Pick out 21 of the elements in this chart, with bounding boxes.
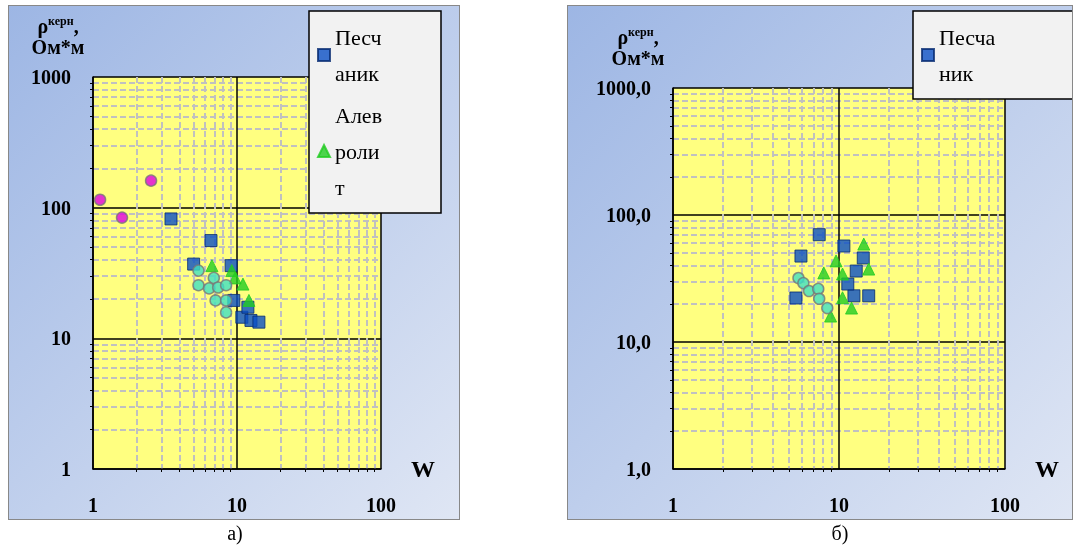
legend-label: Алевролит — [335, 102, 383, 200]
x-tick-label: 100 — [366, 494, 396, 516]
x-tick-label: 1 — [668, 494, 678, 516]
y-tick-label: 1000,0 — [596, 77, 651, 99]
y-tick-label: 10,0 — [616, 331, 651, 353]
x-tick-label: 1 — [88, 494, 98, 516]
y-tick-label: 1000 — [31, 66, 71, 88]
x-axis-title: W — [1035, 456, 1059, 482]
legend-label: Песчаник — [335, 24, 382, 86]
text: а) — [226, 522, 244, 545]
y-tick-label: 100 — [41, 196, 71, 219]
y-tick-label: 100,0 — [606, 204, 651, 226]
x-axis-title: W — [411, 456, 435, 482]
x-tick-label: 10 — [829, 494, 849, 516]
y-tick-label: 1 — [61, 458, 71, 480]
legend-label: Песчаник — [939, 24, 996, 86]
x-tick-label: 100 — [990, 494, 1020, 516]
x-tick-label: 10 — [227, 494, 247, 516]
y-tick-label: 10 — [51, 327, 71, 350]
y-tick-label: 1,0 — [626, 458, 651, 480]
text: б) — [830, 522, 850, 545]
